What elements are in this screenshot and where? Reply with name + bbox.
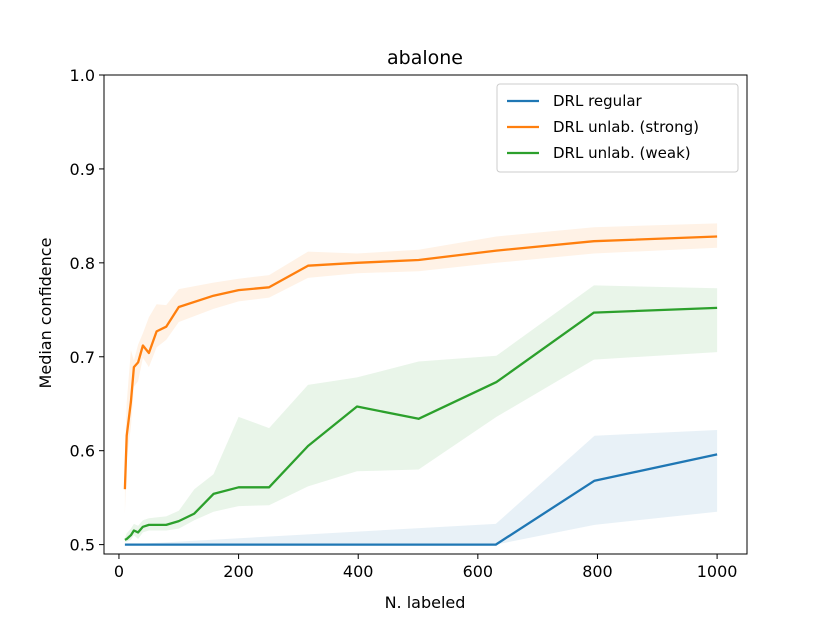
y-tick-label: 0.8 (70, 254, 95, 273)
drl-unlab-weak-band (124, 285, 718, 542)
y-tick-label: 0.6 (70, 442, 95, 461)
x-tick-label: 600 (463, 562, 494, 581)
drl-unlab-strong-line (123, 235, 718, 490)
y-axis-label: Median confidence (36, 238, 55, 389)
confidence-bands (124, 223, 718, 545)
x-tick-label: 200 (223, 562, 254, 581)
chart-title: abalone (387, 47, 463, 69)
legend-label-drl-unlab-strong: DRL unlab. (strong) (553, 118, 699, 136)
legend: DRL regular DRL unlab. (strong) DRL unlab.… (496, 83, 739, 173)
x-tick-label: 1000 (697, 562, 738, 581)
drl-unlab-weak-line (124, 306, 718, 541)
x-axis-label: N. labeled (385, 593, 466, 612)
x-tick-label: 800 (582, 562, 613, 581)
plot-frame (103, 74, 748, 555)
legend-box (496, 83, 739, 173)
axes: 0 200 400 600 800 1000 0.5 0.6 0.7 0.8 0.9 1.0 (70, 66, 748, 581)
legend-label-drl-unlab-weak: DRL unlab. (weak) (553, 144, 691, 162)
x-tick-label: 0 (114, 562, 124, 581)
x-tick-label: 400 (343, 562, 374, 581)
y-tick-label: 0.5 (70, 536, 95, 555)
y-tick-label: 0.9 (70, 160, 95, 179)
y-tick-label: 0.7 (70, 348, 95, 367)
drl-regular-line (124, 453, 718, 546)
legend-label-drl-regular: DRL regular (553, 92, 643, 110)
drl-regular-band (124, 430, 718, 545)
series-lines (123, 235, 718, 546)
y-tick-label: 1.0 (70, 66, 95, 85)
